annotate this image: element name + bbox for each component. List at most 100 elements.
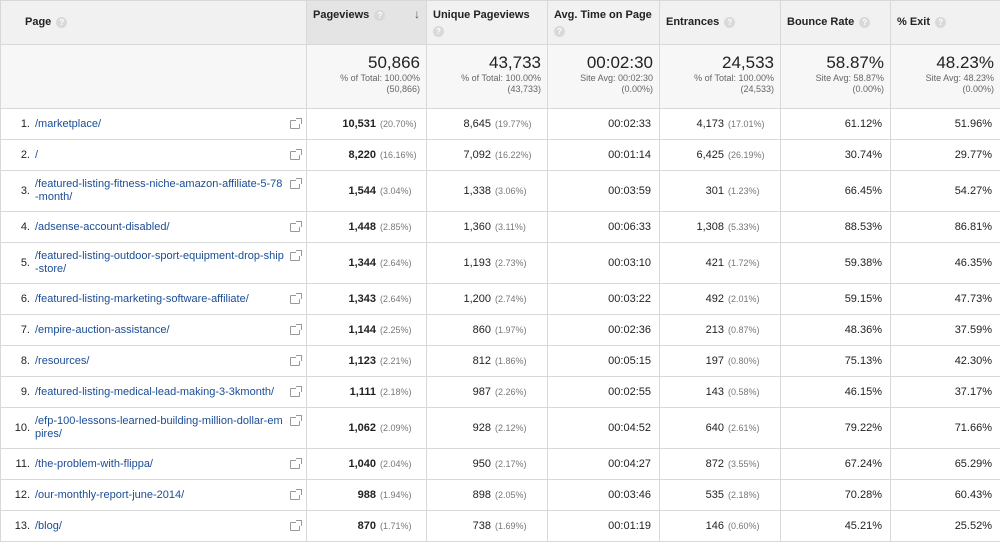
table-row: 2. / 8,220 (16.16%) 7,092 (16.22%) 00:01:1… xyxy=(0,139,1000,171)
header-exit[interactable]: % Exit? xyxy=(890,0,1000,45)
unique-pageviews-cell: 987 (2.26%) xyxy=(426,376,548,408)
unique-pageviews-cell: 1,338 (3.06%) xyxy=(426,170,548,212)
open-external-icon[interactable] xyxy=(290,178,302,189)
header-row: Page? Pageviews? ↓ Unique Pageviews? Avg.… xyxy=(0,0,1000,45)
help-icon[interactable]: ? xyxy=(374,9,386,21)
pageviews-cell: 1,040 (2.04%) xyxy=(306,448,427,480)
pageviews-cell: 1,144 (2.25%) xyxy=(306,314,427,346)
pageviews-cell: 1,062 (2.09%) xyxy=(306,407,427,449)
header-entrances[interactable]: Entrances? xyxy=(659,0,781,45)
page-cell: 8. /resources/ xyxy=(0,345,307,377)
avg-time-cell: 00:03:22 xyxy=(547,283,660,315)
unique-pageviews-value: 898 xyxy=(472,489,491,501)
unique-pageviews-cell: 898 (2.05%) xyxy=(426,479,548,511)
unique-pageviews-value: 987 xyxy=(472,386,491,398)
pageviews-value: 1,144 xyxy=(348,324,376,336)
summary-value: 43,733 xyxy=(489,53,541,72)
avg-time-cell: 00:06:33 xyxy=(547,211,660,243)
entrances-value: 301 xyxy=(705,185,724,197)
page-cell: 13. /blog/ xyxy=(0,510,307,542)
page-link[interactable]: /featured-listing-outdoor-sport-equipmen… xyxy=(35,250,284,275)
entrances-cell: 197 (0.80%) xyxy=(659,345,781,377)
unique-pageviews-percent: (2.73%) xyxy=(495,258,527,268)
unique-pageviews-percent: (1.97%) xyxy=(495,325,527,335)
page-link[interactable]: /featured-listing-fitness-niche-amazon-a… xyxy=(35,178,283,203)
page-link[interactable]: /empire-auction-assistance/ xyxy=(35,323,170,336)
page-link[interactable]: /featured-listing-medical-lead-making-3-… xyxy=(35,385,275,398)
exit-cell: 29.77% xyxy=(890,139,1000,171)
entrances-value: 421 xyxy=(705,257,724,269)
exit-cell: 37.59% xyxy=(890,314,1000,346)
entrances-percent: (0.60%) xyxy=(728,521,760,531)
entrances-value: 4,173 xyxy=(696,118,724,130)
avg-time-cell: 00:02:36 xyxy=(547,314,660,346)
avg-time-cell: 00:03:10 xyxy=(547,242,660,284)
open-external-icon[interactable] xyxy=(290,354,302,366)
open-external-icon[interactable] xyxy=(290,457,302,469)
page-link[interactable]: /resources/ xyxy=(35,354,90,367)
help-icon[interactable]: ? xyxy=(724,16,736,28)
summary-page-cell xyxy=(0,44,307,109)
bounce-rate-cell: 59.38% xyxy=(780,242,891,284)
sort-down-icon[interactable]: ↓ xyxy=(414,7,420,21)
unique-pageviews-value: 7,092 xyxy=(463,149,491,161)
pageviews-percent: (2.09%) xyxy=(380,423,412,433)
summary-note: % of Total: 100.00% xyxy=(340,73,420,83)
unique-pageviews-value: 1,338 xyxy=(463,185,491,197)
page-link[interactable]: /marketplace/ xyxy=(35,117,102,130)
page-link[interactable]: /the-problem-with-flippa/ xyxy=(35,457,153,470)
unique-pageviews-value: 1,200 xyxy=(463,293,491,305)
entrances-percent: (1.23%) xyxy=(728,186,760,196)
summary-value: 48.23% xyxy=(936,53,994,72)
page-link[interactable]: /our-monthly-report-june-2014/ xyxy=(35,488,185,501)
avg-time-cell: 00:04:27 xyxy=(547,448,660,480)
exit-cell: 37.17% xyxy=(890,376,1000,408)
pageviews-value: 1,448 xyxy=(348,221,376,233)
header-page[interactable]: Page? xyxy=(0,0,307,45)
help-icon[interactable]: ? xyxy=(433,26,444,37)
header-bounce-rate[interactable]: Bounce Rate? xyxy=(780,0,891,45)
open-external-icon[interactable] xyxy=(290,488,302,500)
exit-cell: 54.27% xyxy=(890,170,1000,212)
pageviews-value: 1,111 xyxy=(349,386,376,398)
unique-pageviews-percent: (2.05%) xyxy=(495,490,527,500)
header-pageviews[interactable]: Pageviews? ↓ xyxy=(306,0,427,45)
help-icon[interactable]: ? xyxy=(859,16,871,28)
unique-pageviews-value: 1,360 xyxy=(463,221,491,233)
page-link[interactable]: /featured-listing-marketing-software-aff… xyxy=(35,292,249,305)
open-external-icon[interactable] xyxy=(290,220,302,232)
page-link[interactable]: /adsense-account-disabled/ xyxy=(35,220,170,233)
page-cell: 1. /marketplace/ xyxy=(0,108,307,140)
open-external-icon[interactable] xyxy=(290,148,302,160)
table-row: 11. /the-problem-with-flippa/ 1,040 (2.04… xyxy=(0,448,1000,480)
pageviews-value: 988 xyxy=(357,489,376,501)
entrances-percent: (2.18%) xyxy=(728,490,760,500)
table-row: 7. /empire-auction-assistance/ 1,144 (2.2… xyxy=(0,314,1000,346)
open-external-icon[interactable] xyxy=(290,415,302,426)
open-external-icon[interactable] xyxy=(290,519,302,531)
summary-bounce-rate: 58.87% Site Avg: 58.87% (0.00%) xyxy=(780,44,891,109)
page-link[interactable]: / xyxy=(35,148,39,161)
open-external-icon[interactable] xyxy=(290,385,302,397)
help-icon[interactable]: ? xyxy=(554,26,565,37)
entrances-cell: 146 (0.60%) xyxy=(659,510,781,542)
page-link[interactable]: /blog/ xyxy=(35,519,62,532)
entrances-cell: 872 (3.55%) xyxy=(659,448,781,480)
page-link[interactable]: /efp-100-lessons-learned-building-millio… xyxy=(35,415,283,440)
page-cell: 7. /empire-auction-assistance/ xyxy=(0,314,307,346)
open-external-icon[interactable] xyxy=(290,117,302,129)
header-unique-pageviews[interactable]: Unique Pageviews? xyxy=(426,0,548,45)
row-index: 8. xyxy=(20,355,30,367)
header-avg-time[interactable]: Avg. Time on Page? xyxy=(547,0,660,45)
entrances-cell: 1,308 (5.33%) xyxy=(659,211,781,243)
bounce-rate-cell: 88.53% xyxy=(780,211,891,243)
pageviews-value: 8,220 xyxy=(348,149,376,161)
entrances-value: 146 xyxy=(705,520,724,532)
help-icon[interactable]: ? xyxy=(56,16,68,28)
open-external-icon[interactable] xyxy=(290,292,302,304)
exit-cell: 25.52% xyxy=(890,510,1000,542)
open-external-icon[interactable] xyxy=(290,323,302,335)
help-icon[interactable]: ? xyxy=(935,16,947,28)
open-external-icon[interactable] xyxy=(290,250,302,261)
